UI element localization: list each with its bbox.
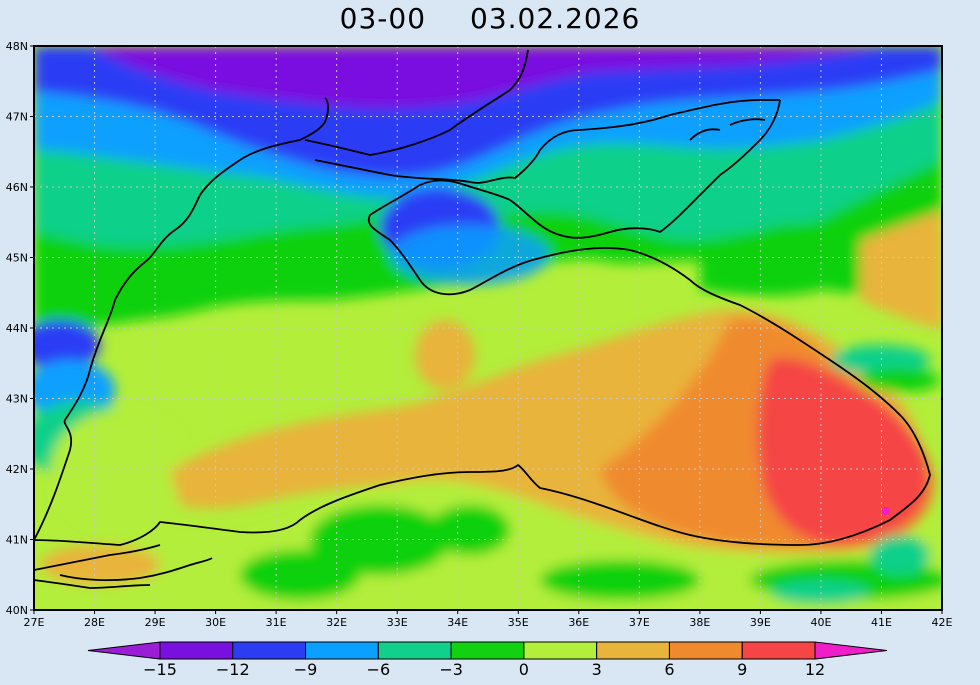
colorbar-extend-low — [87, 641, 161, 660]
colorbar: −15 −12 −9 −6 −3 0 3 6 9 12 — [87, 641, 888, 679]
lon-tick-label: 28E — [84, 616, 105, 629]
colorbar-label: −12 — [216, 660, 250, 679]
longitude-axis: 27E 28E 29E 30E 31E 32E 33E 34E 35E 36E 37E 38E 39E 4… — [24, 610, 953, 629]
lat-tick-label: 42N — [6, 463, 28, 476]
lon-tick-label: 41E — [871, 616, 892, 629]
lon-tick-label: 38E — [689, 616, 710, 629]
lat-tick-label: 45N — [6, 252, 28, 265]
lon-tick-label: 32E — [326, 616, 347, 629]
lat-lon-grid — [34, 46, 942, 610]
lat-tick-label: 44N — [6, 322, 28, 335]
colorbar-segment — [450, 641, 525, 660]
lon-tick-label: 36E — [568, 616, 589, 629]
colorbar-segment — [596, 641, 670, 660]
lon-tick-label: 29E — [145, 616, 166, 629]
latitude-axis: 48N 47N 46N 45N 44N 43N 42N 41N 40N — [6, 40, 34, 617]
temperature-field — [34, 46, 942, 610]
lat-tick-label: 48N — [6, 40, 28, 53]
lat-tick-label: 40N — [6, 604, 28, 617]
colorbar-label: −3 — [439, 660, 463, 679]
colorbar-label: 0 — [519, 660, 529, 679]
lat-tick-label: 41N — [6, 534, 28, 547]
colorbar-label: 3 — [592, 660, 602, 679]
lon-tick-label: 40E — [810, 616, 831, 629]
lon-tick-label: 27E — [24, 616, 45, 629]
lat-tick-label: 46N — [6, 181, 28, 194]
coastline — [34, 49, 931, 589]
colorbar-segment — [523, 641, 598, 660]
lat-tick-label: 43N — [6, 393, 28, 406]
map-title: 03-00 03.02.2026 — [0, 2, 980, 35]
lon-tick-label: 33E — [387, 616, 408, 629]
forecast-date: 03.02.2026 — [470, 2, 641, 35]
lon-tick-label: 42E — [932, 616, 953, 629]
colorbar-label: −9 — [294, 660, 318, 679]
lon-tick-label: 31E — [266, 616, 287, 629]
colorbar-label: −15 — [143, 660, 177, 679]
forecast-time: 03-00 — [339, 2, 427, 35]
colorbar-extend-high — [814, 641, 888, 660]
colorbar-label: 9 — [737, 660, 747, 679]
lon-tick-label: 39E — [750, 616, 771, 629]
lon-tick-label: 34E — [447, 616, 468, 629]
lon-tick-label: 30E — [205, 616, 226, 629]
colorbar-segment — [668, 641, 743, 660]
colorbar-segment — [741, 641, 816, 660]
colorbar-segment — [377, 641, 452, 660]
lon-tick-label: 35E — [508, 616, 529, 629]
colorbar-label: −6 — [367, 660, 391, 679]
colorbar-segment — [232, 641, 307, 660]
colorbar-segment — [159, 641, 234, 660]
colorbar-label: 12 — [805, 660, 825, 679]
colorbar-label: 6 — [664, 660, 674, 679]
lat-tick-label: 47N — [6, 111, 28, 124]
lon-tick-label: 37E — [629, 616, 650, 629]
colorbar-segment — [305, 641, 379, 660]
